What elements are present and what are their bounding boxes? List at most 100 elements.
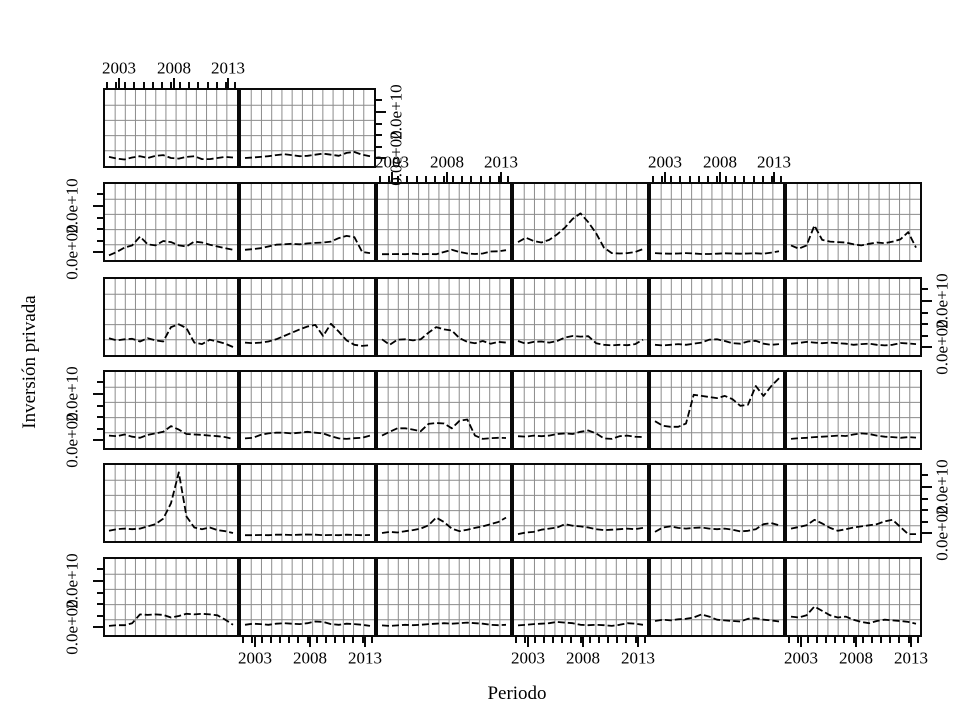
series-line (517, 523, 644, 535)
x-tick-label: 2003 (102, 58, 136, 78)
x-tick (534, 637, 536, 643)
x-tick (753, 176, 755, 182)
x-tick (825, 637, 827, 643)
panel-plot (241, 465, 374, 541)
y-tick (922, 323, 928, 325)
panel-r5c1 (103, 463, 239, 543)
x-tick (161, 82, 163, 88)
y-tick-label: 2.0e+10 (932, 459, 952, 515)
y-tick (93, 580, 103, 582)
y-tick (922, 474, 928, 476)
x-tick-label: 2008 (839, 648, 873, 668)
x-tick (898, 637, 900, 643)
panel-r2c6 (785, 182, 922, 262)
x-tick-major (254, 637, 256, 647)
x-tick (170, 82, 172, 88)
x-tick-major (773, 172, 775, 182)
x-tick (234, 82, 236, 88)
panel-r5c5 (649, 463, 785, 543)
x-tick (106, 82, 108, 88)
panel-plot (651, 465, 783, 541)
y-tick (922, 346, 932, 348)
panel-plot (514, 184, 647, 260)
x-tick (261, 637, 263, 643)
panel-r5c6 (785, 463, 922, 543)
x-tick (307, 637, 309, 643)
x-tick (862, 637, 864, 643)
panel-plot (787, 372, 920, 448)
y-tick (97, 228, 103, 230)
y-tick (97, 193, 103, 195)
panel-r4c4 (512, 370, 649, 450)
x-tick (635, 637, 637, 643)
x-tick (589, 637, 591, 643)
panel-r6c2 (239, 557, 376, 637)
y-tick (97, 381, 103, 383)
x-tick (871, 637, 873, 643)
x-tick (616, 637, 618, 643)
panel-r2c5 (649, 182, 785, 262)
panel-plot (514, 372, 647, 448)
x-tick-major (173, 78, 175, 88)
y-tick (97, 405, 103, 407)
panel-r6c1 (103, 557, 239, 637)
x-tick-major (500, 172, 502, 182)
x-tick (543, 637, 545, 643)
x-tick (242, 637, 244, 643)
y-tick (97, 240, 103, 242)
x-tick (788, 637, 790, 643)
panel-plot (105, 372, 237, 448)
x-tick (225, 82, 227, 88)
x-tick (689, 176, 691, 182)
y-tick-label: 2.0e+10 (62, 553, 82, 609)
x-tick-major (446, 172, 448, 182)
series-line (517, 212, 644, 255)
x-tick (115, 82, 117, 88)
panel-r6c6 (785, 557, 922, 637)
y-tick (93, 251, 103, 253)
x-tick (762, 176, 764, 182)
x-tick (524, 637, 526, 643)
x-tick (580, 637, 582, 643)
x-tick (807, 637, 809, 643)
y-tick (93, 205, 103, 207)
panel-plot (378, 184, 510, 260)
y-tick (376, 123, 382, 125)
series-line (244, 151, 371, 159)
x-tick (652, 176, 654, 182)
panel-plot (651, 279, 783, 355)
panel-r6c3 (376, 557, 512, 637)
x-tick (780, 176, 782, 182)
x-tick (816, 637, 818, 643)
panel-plot (651, 184, 783, 260)
y-tick (922, 521, 928, 523)
x-tick (443, 176, 445, 182)
x-tick (480, 176, 482, 182)
panel-r2c1 (103, 182, 239, 262)
x-axis-title: Periodo (487, 683, 547, 704)
panel-plot (105, 90, 237, 166)
x-tick (152, 82, 154, 88)
panel-plot (378, 279, 510, 355)
x-tick-major (309, 637, 311, 647)
x-tick (853, 637, 855, 643)
series-line (381, 326, 507, 346)
panel-r3c4 (512, 277, 649, 357)
x-tick (251, 637, 253, 643)
panel-r6c4 (512, 557, 649, 637)
x-tick-label: 2013 (211, 58, 245, 78)
panel-r6c5 (649, 557, 785, 637)
x-tick (834, 637, 836, 643)
x-tick-major (719, 172, 721, 182)
x-tick (570, 637, 572, 643)
y-axis-title: Inversión privada (19, 295, 40, 429)
panel-r5c3 (376, 463, 512, 543)
panel-plot (787, 465, 920, 541)
series-line (654, 613, 780, 623)
x-tick (197, 82, 199, 88)
x-tick-label: 2013 (484, 152, 518, 172)
series-line (108, 154, 234, 161)
panel-r3c3 (376, 277, 512, 357)
x-tick (124, 82, 126, 88)
